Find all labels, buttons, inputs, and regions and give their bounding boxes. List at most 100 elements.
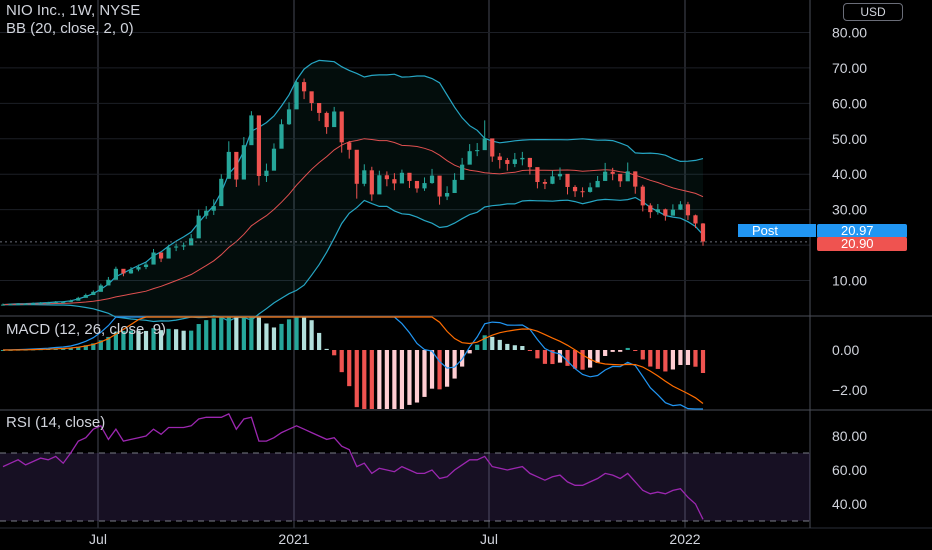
candle (482, 120, 487, 151)
macd-histogram-bar (234, 317, 239, 350)
candle (286, 102, 292, 125)
candle (444, 186, 450, 201)
macd-histogram-bar (0, 350, 6, 351)
time-tick-label: 2021 (278, 531, 309, 547)
candle (422, 177, 427, 191)
candle (429, 168, 435, 184)
candle (565, 173, 570, 195)
candle-body (354, 149, 359, 184)
macd-histogram-bar (91, 343, 96, 350)
candle (106, 276, 111, 286)
macd-histogram-bar (189, 330, 194, 350)
candle (633, 171, 638, 194)
macd-histogram-bar (618, 350, 623, 352)
candle-body (399, 172, 405, 184)
candle-body (377, 175, 382, 195)
candle-body (347, 142, 352, 150)
candle (542, 179, 548, 190)
candle (136, 264, 141, 272)
macd-histogram-bar (309, 320, 314, 350)
candle-body (106, 279, 111, 286)
candle (211, 199, 216, 215)
price-tick-label: 60.00 (832, 95, 867, 111)
macd-histogram-bar (535, 350, 540, 359)
macd-histogram-bar (286, 319, 292, 350)
macd-histogram-bar (279, 323, 284, 350)
candle (678, 201, 683, 210)
macd-histogram-bar (106, 336, 111, 350)
post-price-value: 20.97 (841, 223, 874, 238)
candle (166, 244, 171, 259)
axes: 80.0070.0060.0050.0040.0030.0020.0010.00… (89, 25, 868, 548)
currency-button[interactable]: USD (843, 3, 903, 21)
rsi-indicator-label: RSI (14, close) (6, 414, 106, 431)
macd-pane (0, 316, 706, 410)
candle-body (61, 302, 66, 304)
macd-histogram-bar (181, 330, 186, 350)
candle-body (414, 180, 420, 189)
candle-body (550, 176, 555, 184)
candle-body (595, 180, 600, 188)
macd-histogram-bar (83, 345, 88, 350)
candle-body (557, 173, 563, 177)
macd-histogram-bar (648, 350, 653, 367)
candle (8, 303, 13, 306)
macd-histogram-bar (670, 350, 675, 370)
candle-body (309, 91, 314, 104)
candle (663, 208, 668, 221)
macd-histogram-bar (354, 350, 359, 408)
post-market-label: Post (738, 224, 816, 237)
candle-body (527, 157, 532, 168)
candle-body (535, 167, 540, 183)
macd-histogram-bar (324, 348, 329, 350)
candle (512, 152, 517, 168)
candle (595, 175, 600, 188)
candle (76, 296, 81, 301)
candle-body (15, 303, 21, 305)
candle-body (437, 175, 442, 197)
candle (685, 201, 691, 220)
macd-histogram-bar (399, 350, 405, 409)
candle-body (91, 291, 96, 296)
price-tick-label: 30.00 (832, 202, 867, 218)
candle (527, 157, 532, 175)
candle (249, 111, 254, 146)
macd-histogram-bar (264, 323, 269, 350)
candle (309, 91, 314, 111)
rsi-line (2, 413, 704, 520)
candle-body (151, 252, 156, 265)
candle-body (98, 285, 103, 292)
candle (324, 111, 329, 134)
macd-histogram-bar (542, 350, 548, 364)
macd-histogram-bar (339, 350, 344, 373)
macd-histogram-bar (174, 329, 179, 350)
candle (505, 157, 510, 171)
candle-body (648, 205, 653, 213)
candle (61, 301, 66, 304)
candle (377, 170, 382, 195)
candle (226, 141, 231, 179)
macd-histogram-bar (595, 350, 600, 363)
candle-body (542, 182, 548, 184)
candle-body (264, 170, 269, 176)
candle-body (332, 111, 337, 128)
candle (587, 182, 593, 193)
candle (655, 203, 660, 215)
candle (38, 302, 43, 305)
bb-fill (3, 60, 703, 322)
candle (610, 167, 615, 181)
macd-histogram-bar (572, 350, 578, 369)
macd-histogram-bar (317, 332, 322, 350)
candle-body (23, 303, 28, 305)
macd-histogram-bar (271, 327, 277, 350)
candle (264, 163, 269, 183)
macd-histogram-bar (407, 350, 412, 405)
rsi-pane (0, 413, 810, 522)
candle (234, 151, 239, 187)
candle-body (429, 175, 435, 184)
candle-body (324, 112, 329, 128)
macd-histogram-bar (249, 317, 254, 350)
candle (271, 143, 277, 171)
macd-histogram-bar (384, 350, 389, 409)
